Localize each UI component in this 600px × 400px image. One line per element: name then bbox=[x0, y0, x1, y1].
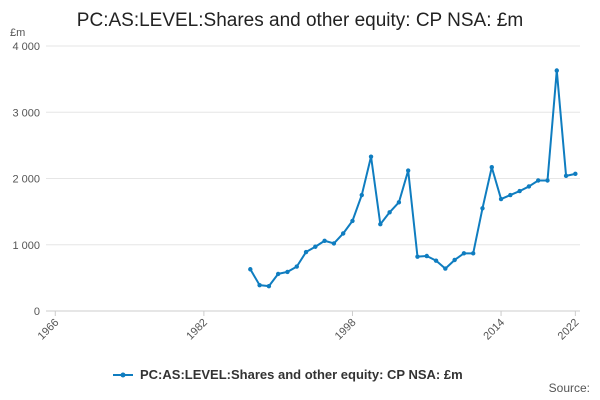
data-point-2007[interactable] bbox=[433, 258, 439, 263]
data-point-2009[interactable] bbox=[452, 257, 457, 263]
data-point-2019[interactable] bbox=[545, 178, 550, 183]
data-point-1988[interactable] bbox=[257, 282, 262, 288]
chart-title: PC:AS:LEVEL:Shares and other equity: CP … bbox=[77, 10, 523, 31]
data-point-2001[interactable] bbox=[378, 222, 383, 227]
data-point-1993[interactable] bbox=[303, 249, 309, 255]
legend-marker-swatch bbox=[120, 372, 126, 378]
y-tick-label-4: 4 000 bbox=[12, 41, 40, 53]
legend-series-label: PC:AS:LEVEL:Shares and other equity: CP … bbox=[140, 367, 463, 382]
data-point-2002[interactable] bbox=[387, 210, 392, 215]
x-tick-label-0: 1966 bbox=[36, 317, 62, 343]
data-point-2017[interactable] bbox=[526, 184, 532, 189]
data-point-2011[interactable] bbox=[471, 251, 476, 256]
y-tick-label-0: 0 bbox=[34, 306, 40, 318]
data-point-1990[interactable] bbox=[275, 271, 281, 277]
data-point-1994[interactable] bbox=[313, 244, 318, 249]
source-label: Source: bbox=[549, 381, 590, 395]
y-axis-unit-label: £m bbox=[10, 27, 25, 39]
y-tick-label-2: 2 000 bbox=[12, 174, 40, 186]
legend[interactable]: PC:AS:LEVEL:Shares and other equity: CP … bbox=[113, 367, 463, 382]
data-point-2021[interactable] bbox=[563, 173, 569, 179]
data-point-2000[interactable] bbox=[368, 154, 374, 159]
y-tick-label-1: 1 000 bbox=[12, 240, 40, 252]
data-point-2010[interactable] bbox=[461, 251, 467, 256]
data-point-2008[interactable] bbox=[443, 266, 448, 271]
data-point-2003[interactable] bbox=[396, 200, 402, 205]
data-point-1999[interactable] bbox=[359, 192, 364, 198]
data-point-2012[interactable] bbox=[480, 206, 485, 211]
data-point-2020[interactable] bbox=[554, 68, 559, 73]
data-point-2022[interactable] bbox=[573, 171, 578, 177]
y-axis-tick-labels: 0 1 000 2 000 3 000 4 000 bbox=[12, 41, 40, 318]
data-point-1998[interactable] bbox=[350, 218, 355, 224]
data-point-2018[interactable] bbox=[536, 178, 541, 183]
x-tick-label-3: 2014 bbox=[481, 317, 507, 343]
series-group bbox=[248, 68, 578, 289]
data-point-1992[interactable] bbox=[294, 264, 299, 269]
data-point-2004[interactable] bbox=[405, 168, 411, 173]
data-point-2015[interactable] bbox=[508, 192, 513, 198]
data-point-2016[interactable] bbox=[517, 188, 522, 194]
data-point-1991[interactable] bbox=[285, 269, 290, 275]
data-point-1996[interactable] bbox=[331, 241, 337, 246]
gridlines bbox=[46, 45, 580, 246]
data-point-1987[interactable] bbox=[248, 267, 253, 272]
data-point-1997[interactable] bbox=[340, 231, 346, 236]
data-point-2006[interactable] bbox=[424, 253, 429, 259]
x-tick-label-4: 2022 bbox=[556, 317, 582, 343]
data-point-2014[interactable] bbox=[498, 196, 504, 202]
data-point-1995[interactable] bbox=[322, 238, 327, 243]
x-tick-label-1: 1982 bbox=[184, 317, 210, 343]
data-point-2013[interactable] bbox=[489, 165, 494, 170]
data-point-1989[interactable] bbox=[266, 283, 272, 289]
y-tick-label-3: 3 000 bbox=[12, 107, 40, 119]
x-tick-label-2: 1998 bbox=[333, 317, 359, 343]
x-axis-ticks: 1966 1982 1998 2014 2022 bbox=[36, 311, 582, 343]
data-point-2005[interactable] bbox=[415, 254, 420, 259]
